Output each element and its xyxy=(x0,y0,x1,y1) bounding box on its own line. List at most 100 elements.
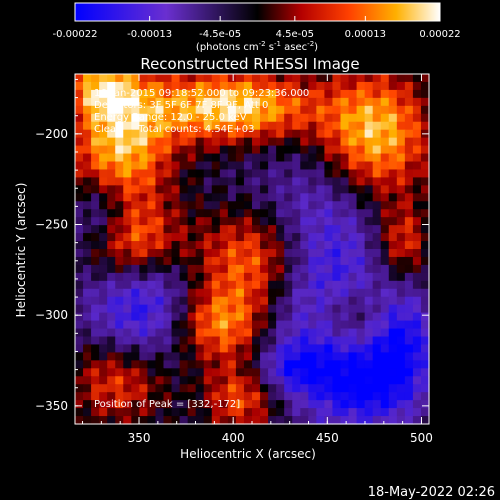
heatmap-cell xyxy=(115,161,124,171)
heatmap-cell xyxy=(147,392,157,401)
heatmap-cell xyxy=(179,177,189,186)
heatmap-cell xyxy=(348,81,358,91)
heatmap-cell xyxy=(380,129,390,139)
heatmap-cell xyxy=(364,169,374,178)
heatmap-cell xyxy=(324,344,334,353)
heatmap-cell xyxy=(155,89,165,99)
heatmap-cell xyxy=(340,304,350,314)
heatmap-cell xyxy=(155,161,165,171)
heatmap-cell xyxy=(235,400,245,409)
heatmap-cell xyxy=(75,81,84,91)
heatmap-cell xyxy=(123,288,132,298)
heatmap-cell xyxy=(276,280,285,290)
heatmap-cell xyxy=(276,161,285,171)
heatmap-cell xyxy=(284,217,293,226)
heatmap-cell xyxy=(308,89,317,99)
heatmap-cell xyxy=(155,121,165,131)
heatmap-cell xyxy=(412,352,422,361)
heatmap-cell xyxy=(163,408,173,417)
heatmap-cell xyxy=(139,97,149,107)
heatmap-cell xyxy=(348,288,358,298)
heatmap-cell xyxy=(308,320,317,330)
heatmap-cell xyxy=(252,368,261,377)
heatmap-cell xyxy=(308,169,317,178)
heatmap-cell xyxy=(107,241,116,250)
heatmap-cell xyxy=(99,97,108,107)
heatmap-cell xyxy=(203,416,213,425)
heatmap-cell xyxy=(420,344,430,353)
heatmap-cell xyxy=(115,185,124,194)
heatmap-cell xyxy=(308,81,317,91)
heatmap-cell xyxy=(187,312,197,322)
heatmap-cell xyxy=(332,105,342,115)
heatmap-cell xyxy=(252,217,261,226)
heatmap-cell xyxy=(284,97,293,107)
heatmap-cell xyxy=(243,74,253,83)
heatmap-cell xyxy=(356,384,366,393)
heatmap-cell xyxy=(252,352,261,361)
heatmap-cell xyxy=(276,121,285,131)
heatmap-cell xyxy=(388,288,398,298)
heatmap-cell xyxy=(388,169,398,178)
heatmap-cell xyxy=(235,336,245,346)
heatmap-cell xyxy=(356,217,366,226)
heatmap-cell xyxy=(324,296,334,306)
heatmap-cell xyxy=(340,217,350,226)
heatmap-cell xyxy=(219,304,229,314)
heatmap-cell xyxy=(83,360,92,369)
heatmap-cell xyxy=(83,249,92,258)
heatmap-cell xyxy=(235,105,245,115)
heatmap-cell xyxy=(211,81,221,91)
heatmap-cell xyxy=(99,217,108,226)
heatmap-cell xyxy=(300,121,309,131)
heatmap-cell xyxy=(364,416,374,425)
heatmap-cell xyxy=(340,74,350,83)
heatmap-cell xyxy=(211,280,221,290)
heatmap-cell xyxy=(316,233,326,242)
heatmap-cell xyxy=(396,264,406,274)
heatmap-cell xyxy=(252,264,261,274)
heatmap-cell xyxy=(404,264,414,274)
heatmap-cell xyxy=(219,336,229,346)
heatmap-cell xyxy=(171,392,181,401)
heatmap-cell xyxy=(268,272,277,282)
heatmap-cell xyxy=(332,384,342,393)
heatmap-cell xyxy=(107,177,116,186)
heatmap-cell xyxy=(316,296,326,306)
heatmap-cell xyxy=(308,153,317,163)
heatmap-cell xyxy=(179,336,189,346)
heatmap-cell xyxy=(139,145,149,155)
heatmap-cell xyxy=(276,233,285,242)
heatmap-cell xyxy=(308,376,317,385)
heatmap-cell xyxy=(404,304,414,314)
heatmap-cell xyxy=(316,74,326,83)
heatmap-cell xyxy=(316,376,326,385)
heatmap-cell xyxy=(260,233,269,242)
heatmap-cell xyxy=(388,296,398,306)
heatmap-cell xyxy=(243,280,253,290)
heatmap-cell xyxy=(372,89,382,99)
heatmap-cell xyxy=(123,89,132,99)
heatmap-cell xyxy=(243,89,253,99)
heatmap-cell xyxy=(372,201,382,210)
x-axis-label: Heliocentric X (arcsec) xyxy=(180,447,316,461)
heatmap-cell xyxy=(332,121,342,131)
heatmap-cell xyxy=(284,352,293,361)
heatmap-cell xyxy=(203,97,213,107)
heatmap-cell xyxy=(107,320,116,330)
heatmap-cell xyxy=(412,408,422,417)
heatmap-cell xyxy=(388,408,398,417)
heatmap-cell xyxy=(243,153,253,163)
heatmap-cell xyxy=(348,233,358,242)
heatmap-cell xyxy=(388,241,398,250)
heatmap-cell xyxy=(388,153,398,163)
heatmap-cell xyxy=(99,392,108,401)
heatmap-cell xyxy=(91,225,100,234)
heatmap-cell xyxy=(227,280,237,290)
heatmap-cell xyxy=(203,249,213,258)
heatmap-cell xyxy=(276,217,285,226)
heatmap-cell xyxy=(211,89,221,99)
heatmap-cell xyxy=(107,280,116,290)
heatmap-cell xyxy=(107,74,116,83)
heatmap-cell xyxy=(276,384,285,393)
